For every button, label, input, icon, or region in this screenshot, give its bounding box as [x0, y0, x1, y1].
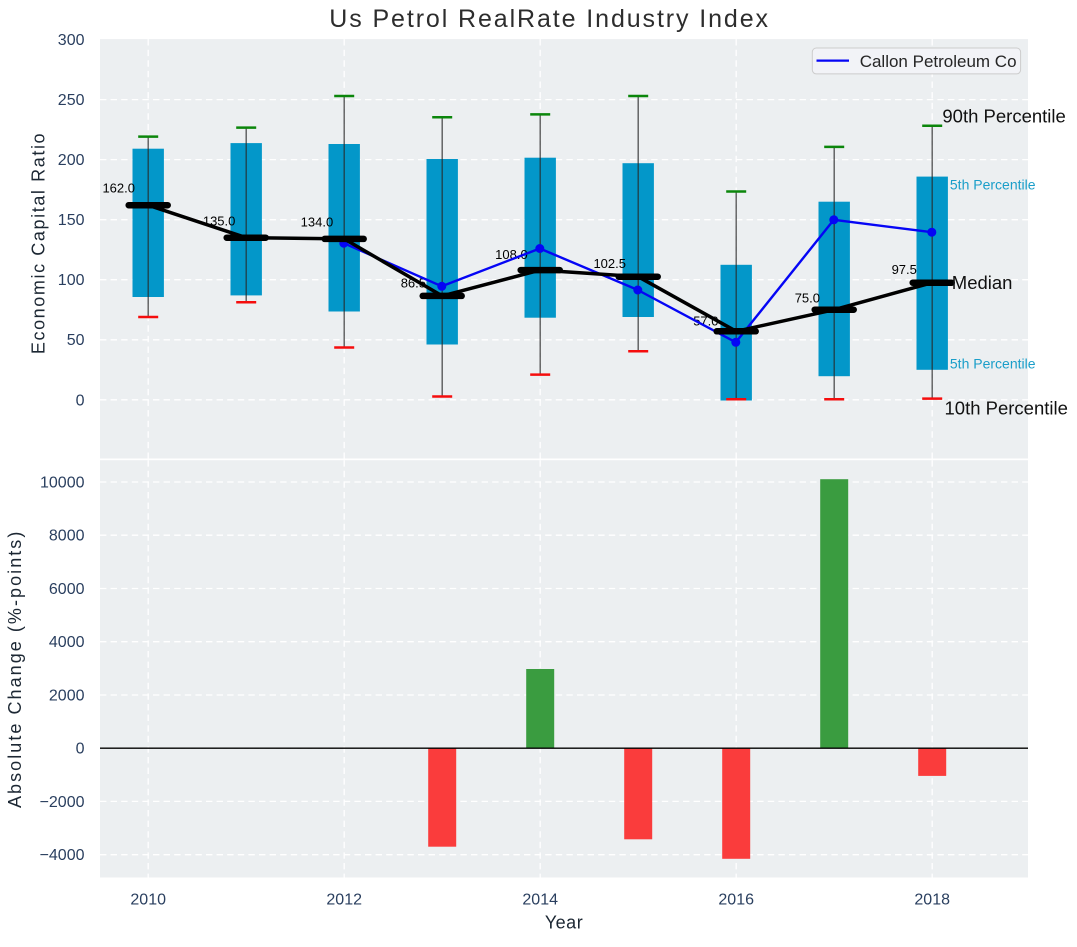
svg-text:5th Percentile: 5th Percentile	[950, 176, 1036, 192]
svg-text:0: 0	[76, 392, 85, 409]
svg-text:Callon Petroleum Co: Callon Petroleum Co	[860, 52, 1017, 71]
svg-text:Economic Capital Ratio: Economic Capital Ratio	[28, 132, 48, 354]
svg-text:6000: 6000	[49, 581, 85, 598]
svg-text:100: 100	[58, 272, 85, 289]
svg-text:97.5: 97.5	[892, 262, 917, 277]
svg-text:2000: 2000	[49, 688, 85, 705]
svg-text:8000: 8000	[49, 528, 85, 545]
svg-text:134.0: 134.0	[301, 214, 334, 229]
svg-text:Us Petrol RealRate Industry In: Us Petrol RealRate Industry Index	[329, 5, 770, 33]
svg-text:Year: Year	[545, 913, 583, 933]
svg-text:−2000: −2000	[40, 794, 85, 811]
svg-text:300: 300	[58, 32, 85, 49]
svg-text:2018: 2018	[914, 891, 950, 908]
svg-text:75.0: 75.0	[795, 290, 820, 305]
svg-text:2016: 2016	[718, 891, 754, 908]
svg-text:102.5: 102.5	[593, 256, 626, 271]
svg-text:−4000: −4000	[40, 847, 85, 864]
svg-text:86.5: 86.5	[401, 276, 426, 291]
svg-text:108.0: 108.0	[495, 247, 528, 262]
svg-text:150: 150	[58, 212, 85, 229]
svg-text:50: 50	[67, 332, 85, 349]
svg-text:2014: 2014	[522, 891, 558, 908]
svg-text:162.0: 162.0	[102, 181, 135, 196]
svg-text:Absolute Change (%-points): Absolute Change (%-points)	[5, 530, 25, 808]
svg-text:250: 250	[58, 92, 85, 109]
svg-text:90th Percentile: 90th Percentile	[942, 106, 1065, 127]
svg-text:200: 200	[58, 152, 85, 169]
svg-text:10th Percentile: 10th Percentile	[945, 397, 1068, 418]
svg-text:10000: 10000	[40, 475, 85, 492]
svg-text:0: 0	[76, 741, 85, 758]
svg-text:2010: 2010	[130, 891, 166, 908]
svg-text:Median: Median	[952, 272, 1013, 293]
svg-text:4000: 4000	[49, 634, 85, 651]
svg-text:5th Percentile: 5th Percentile	[950, 355, 1036, 371]
svg-text:2012: 2012	[326, 891, 362, 908]
